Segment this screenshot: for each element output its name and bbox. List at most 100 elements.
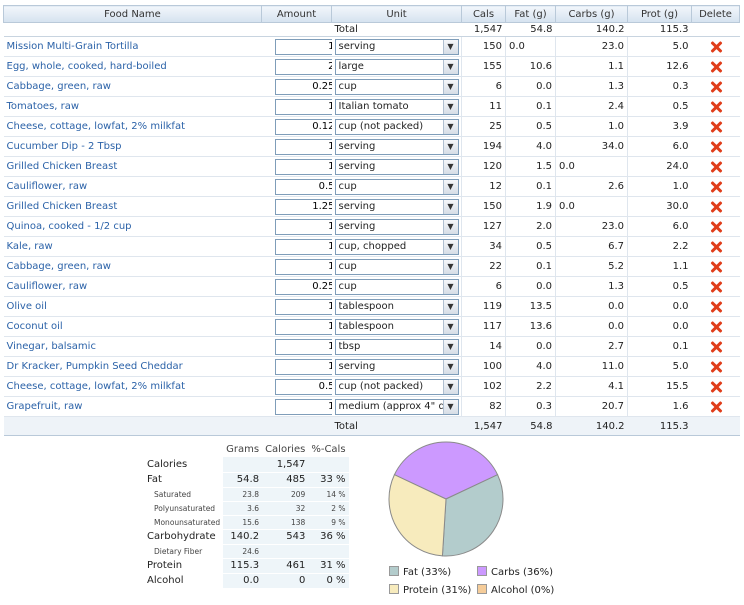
unit-select[interactable]: cup ▼ — [334, 258, 459, 275]
delete-x-icon[interactable] — [709, 280, 723, 294]
food-name-link[interactable]: Egg, whole, cooked, hard-boiled — [6, 61, 167, 72]
unit-select[interactable]: tbsp ▼ — [334, 338, 459, 355]
unit-select[interactable]: cup ▼ — [334, 178, 459, 195]
delete-x-icon[interactable] — [709, 240, 723, 254]
unit-select[interactable]: tablespoon ▼ — [334, 298, 459, 315]
food-name-link[interactable]: Vinegar, balsamic — [6, 341, 96, 352]
food-name-link[interactable]: Cheese, cottage, lowfat, 2% milkfat — [6, 381, 186, 392]
chevron-down-icon[interactable]: ▼ — [442, 359, 458, 374]
amount-input[interactable] — [274, 58, 332, 75]
amount-input[interactable] — [274, 198, 332, 215]
unit-select[interactable]: serving ▼ — [334, 358, 459, 375]
food-name-link[interactable]: Kale, raw — [6, 241, 53, 252]
delete-x-icon[interactable] — [709, 200, 723, 214]
delete-x-icon[interactable] — [709, 80, 723, 94]
amount-input[interactable] — [274, 218, 332, 235]
header-amount[interactable]: Amount — [261, 5, 332, 23]
chevron-down-icon[interactable]: ▼ — [442, 99, 458, 114]
amount-input[interactable] — [274, 318, 332, 335]
delete-x-icon[interactable] — [709, 40, 723, 54]
amount-input[interactable] — [274, 398, 332, 415]
header-unit[interactable]: Unit — [331, 5, 462, 23]
unit-select[interactable]: serving ▼ — [334, 38, 459, 55]
amount-input[interactable] — [274, 38, 332, 55]
delete-x-icon[interactable] — [709, 340, 723, 354]
chevron-down-icon[interactable]: ▼ — [442, 159, 458, 174]
delete-x-icon[interactable] — [709, 180, 723, 194]
unit-select[interactable]: cup ▼ — [334, 278, 459, 295]
header-fat[interactable]: Fat (g) — [505, 5, 556, 23]
unit-select[interactable]: cup (not packed) ▼ — [334, 378, 459, 395]
unit-select[interactable]: Italian tomato ▼ — [334, 98, 459, 115]
food-name-link[interactable]: Mission Multi-Grain Tortilla — [6, 41, 139, 52]
food-name-link[interactable]: Olive oil — [6, 301, 47, 312]
delete-x-icon[interactable] — [709, 380, 723, 394]
chevron-down-icon[interactable]: ▼ — [442, 379, 458, 394]
amount-input[interactable] — [274, 98, 332, 115]
food-name-link[interactable]: Grilled Chicken Breast — [6, 201, 118, 212]
delete-x-icon[interactable] — [709, 160, 723, 174]
food-name-link[interactable]: Dr Kracker, Pumpkin Seed Cheddar — [6, 361, 183, 372]
delete-x-icon[interactable] — [709, 60, 723, 74]
amount-input[interactable] — [274, 238, 332, 255]
unit-select[interactable]: cup (not packed) ▼ — [334, 118, 459, 135]
food-name-link[interactable]: Grapefruit, raw — [6, 401, 83, 412]
unit-select[interactable]: cup, chopped ▼ — [334, 238, 459, 255]
delete-x-icon[interactable] — [709, 260, 723, 274]
amount-input[interactable] — [274, 138, 332, 155]
chevron-down-icon[interactable]: ▼ — [442, 279, 458, 294]
delete-x-icon[interactable] — [709, 120, 723, 134]
delete-x-icon[interactable] — [709, 140, 723, 154]
amount-input[interactable] — [274, 378, 332, 395]
chevron-down-icon[interactable]: ▼ — [442, 299, 458, 314]
header-food-name[interactable]: Food Name — [3, 5, 262, 23]
unit-select[interactable]: large ▼ — [334, 58, 459, 75]
delete-x-icon[interactable] — [709, 320, 723, 334]
amount-input[interactable] — [274, 258, 332, 275]
amount-input[interactable] — [274, 278, 332, 295]
chevron-down-icon[interactable]: ▼ — [442, 179, 458, 194]
food-name-link[interactable]: Cucumber Dip - 2 Tbsp — [6, 141, 122, 152]
amount-input[interactable] — [274, 338, 332, 355]
delete-x-icon[interactable] — [709, 220, 723, 234]
amount-input[interactable] — [274, 358, 332, 375]
food-name-link[interactable]: Grilled Chicken Breast — [6, 161, 118, 172]
header-carbs[interactable]: Carbs (g) — [555, 5, 628, 23]
chevron-down-icon[interactable]: ▼ — [442, 399, 458, 414]
chevron-down-icon[interactable]: ▼ — [442, 259, 458, 274]
chevron-down-icon[interactable]: ▼ — [442, 219, 458, 234]
unit-select[interactable]: cup ▼ — [334, 78, 459, 95]
food-name-link[interactable]: Tomatoes, raw — [6, 101, 80, 112]
chevron-down-icon[interactable]: ▼ — [442, 79, 458, 94]
delete-x-icon[interactable] — [709, 400, 723, 414]
chevron-down-icon[interactable]: ▼ — [442, 319, 458, 334]
amount-input[interactable] — [274, 78, 332, 95]
delete-x-icon[interactable] — [709, 300, 723, 314]
header-cals[interactable]: Cals — [461, 5, 506, 23]
amount-input[interactable] — [274, 178, 332, 195]
food-name-link[interactable]: Quinoa, cooked - 1/2 cup — [6, 221, 132, 232]
food-name-link[interactable]: Cauliflower, raw — [6, 281, 88, 292]
delete-x-icon[interactable] — [709, 360, 723, 374]
food-name-link[interactable]: Cheese, cottage, lowfat, 2% milkfat — [6, 121, 186, 132]
unit-select[interactable]: serving ▼ — [334, 158, 459, 175]
amount-input[interactable] — [274, 118, 332, 135]
chevron-down-icon[interactable]: ▼ — [442, 139, 458, 154]
chevron-down-icon[interactable]: ▼ — [442, 199, 458, 214]
food-name-link[interactable]: Coconut oil — [6, 321, 63, 332]
chevron-down-icon[interactable]: ▼ — [442, 59, 458, 74]
unit-select[interactable]: serving ▼ — [334, 138, 459, 155]
header-prot[interactable]: Prot (g) — [627, 5, 692, 23]
amount-input[interactable] — [274, 298, 332, 315]
chevron-down-icon[interactable]: ▼ — [442, 119, 458, 134]
unit-select[interactable]: serving ▼ — [334, 198, 459, 215]
food-name-link[interactable]: Cabbage, green, raw — [6, 261, 111, 272]
chevron-down-icon[interactable]: ▼ — [442, 39, 458, 54]
amount-input[interactable] — [274, 158, 332, 175]
unit-select[interactable]: serving ▼ — [334, 218, 459, 235]
chevron-down-icon[interactable]: ▼ — [442, 239, 458, 254]
food-name-link[interactable]: Cabbage, green, raw — [6, 81, 111, 92]
delete-x-icon[interactable] — [709, 100, 723, 114]
chevron-down-icon[interactable]: ▼ — [442, 339, 458, 354]
unit-select[interactable]: tablespoon ▼ — [334, 318, 459, 335]
